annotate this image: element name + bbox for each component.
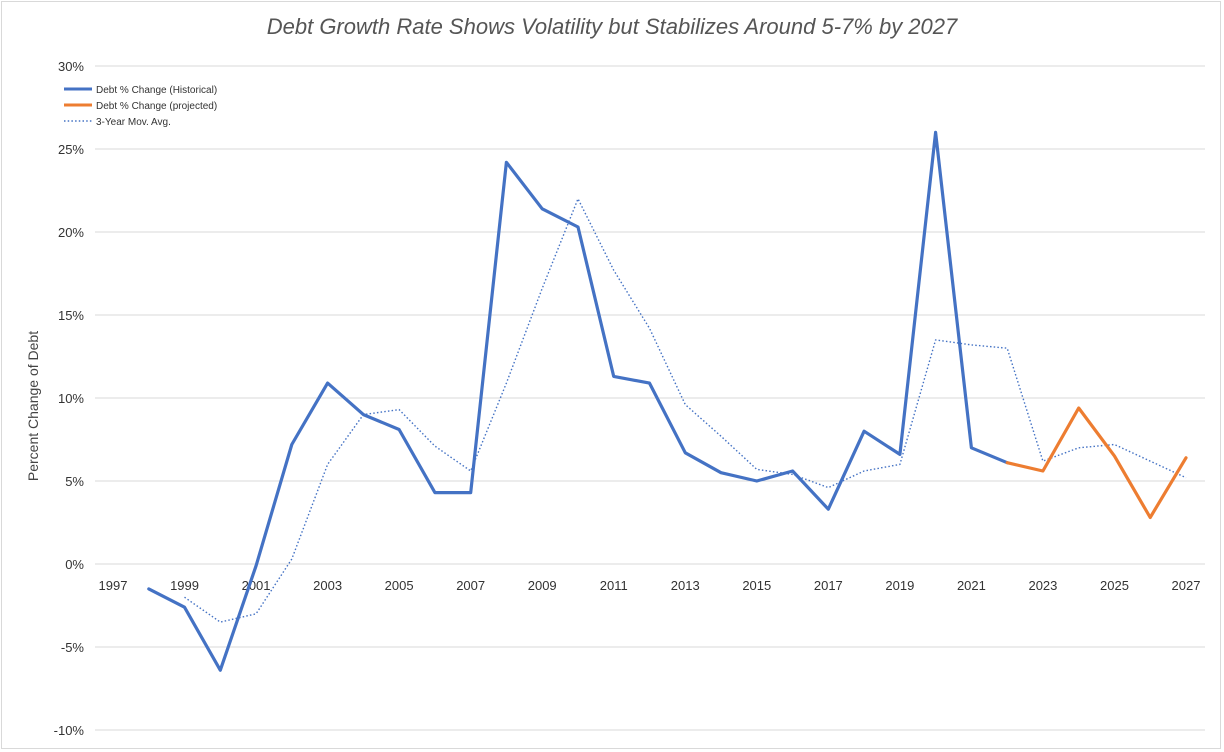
legend-label: Debt % Change (projected) [96, 101, 217, 112]
y-tick-label: -5% [61, 640, 85, 655]
gridlines [95, 65, 1205, 731]
x-tick-label: 2013 [671, 578, 700, 593]
x-tick-label: 1999 [170, 578, 199, 593]
x-tick-label: 2025 [1100, 578, 1129, 593]
series-lines [147, 130, 1188, 672]
x-tick-label: 2015 [742, 578, 771, 593]
x-tick-label: 1997 [99, 578, 128, 593]
y-tick-label: 20% [58, 225, 84, 240]
y-tick-label: 30% [58, 59, 84, 74]
y-tick-label: 25% [58, 142, 84, 157]
legend-label: Debt % Change (Historical) [96, 85, 217, 96]
y-axis-label: Percent Change of Debt [25, 331, 41, 481]
x-tick-label: 2027 [1172, 578, 1201, 593]
legend: Debt % Change (Historical) Debt % Change … [64, 85, 217, 128]
x-tick-label: 2007 [456, 578, 485, 593]
y-tick-label: 15% [58, 308, 84, 323]
x-tick-label: 2019 [885, 578, 914, 593]
x-tick-label: 2003 [313, 578, 342, 593]
y-tick-label: 5% [65, 474, 84, 489]
chart-title: Debt Growth Rate Shows Volatility but St… [266, 14, 958, 39]
series-line-0 [147, 130, 1009, 672]
x-axis-ticks: 1997 1999 2001 2003 2005 2007 2009 2011 2013 2015… [99, 578, 1201, 593]
y-tick-label: -10% [54, 723, 85, 738]
x-tick-label: 2017 [814, 578, 843, 593]
y-tick-label: 0% [65, 557, 84, 572]
x-tick-label: 2009 [528, 578, 557, 593]
x-tick-label: 2005 [385, 578, 414, 593]
x-tick-label: 2023 [1028, 578, 1057, 593]
series-line-1 [1005, 406, 1188, 520]
series-line-2 [184, 198, 1187, 623]
x-tick-label: 2021 [957, 578, 986, 593]
y-tick-label: 10% [58, 391, 84, 406]
x-tick-label: 2011 [600, 578, 628, 593]
legend-label: 3-Year Mov. Avg. [96, 117, 171, 128]
y-axis-ticks: 30% 25% 20% 15% 10% 5% 0% -5% -10% [54, 59, 85, 738]
